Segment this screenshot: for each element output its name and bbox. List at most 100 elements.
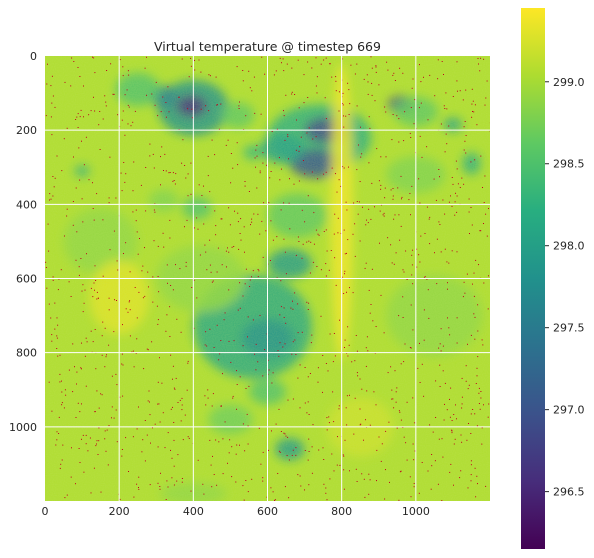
- heatmap-speckle: [167, 486, 169, 488]
- heatmap-speckle: [366, 74, 368, 76]
- heatmap-speckle: [466, 273, 468, 275]
- heatmap-speckle: [286, 63, 288, 65]
- heatmap-speckle: [302, 243, 304, 245]
- heatmap-speckle: [307, 459, 309, 461]
- heatmap-speckle: [335, 90, 337, 92]
- heatmap-speckle: [477, 356, 479, 358]
- heatmap-speckle: [166, 480, 168, 482]
- heatmap-speckle: [94, 72, 96, 74]
- colorbar-gradient: [521, 8, 545, 549]
- heatmap-speckle: [481, 427, 483, 429]
- heatmap-speckle: [124, 94, 126, 96]
- heatmap-speckle: [52, 279, 54, 281]
- heatmap-speckle: [236, 142, 238, 144]
- heatmap-speckle: [331, 453, 333, 455]
- heatmap-speckle: [290, 307, 292, 309]
- heatmap-speckle: [439, 176, 440, 178]
- heatmap-speckle: [375, 404, 377, 406]
- heatmap-speckle: [357, 213, 359, 215]
- heatmap-speckle: [325, 171, 327, 173]
- heatmap-speckle: [446, 409, 448, 411]
- heatmap-speckle: [98, 124, 100, 126]
- heatmap-speckle: [361, 388, 363, 390]
- heatmap-speckle: [147, 271, 149, 273]
- heatmap-speckle: [322, 355, 324, 356]
- heatmap-speckle: [105, 105, 107, 107]
- heatmap-speckle: [435, 380, 437, 382]
- heatmap-speckle: [95, 368, 97, 370]
- heatmap-speckle: [411, 254, 413, 256]
- heatmap-speckle: [419, 64, 420, 66]
- heatmap-speckle: [255, 369, 257, 371]
- heatmap-speckle: [276, 236, 278, 238]
- heatmap-speckle: [413, 483, 415, 484]
- heatmap-speckle: [312, 424, 314, 426]
- heatmap-speckle: [157, 381, 159, 383]
- heatmap-speckle: [285, 322, 287, 324]
- heatmap-speckle: [75, 417, 77, 418]
- heatmap-speckle: [479, 408, 481, 410]
- heatmap-speckle: [374, 100, 376, 102]
- heatmap-speckle: [125, 242, 127, 244]
- heatmap-speckle: [283, 307, 285, 309]
- heatmap-speckle: [171, 477, 173, 479]
- heatmap-speckle: [476, 375, 478, 377]
- heatmap-speckle: [473, 111, 475, 113]
- heatmap-speckle: [45, 115, 47, 117]
- heatmap-speckle: [196, 297, 198, 299]
- heatmap-speckle: [400, 175, 402, 177]
- heatmap-speckle: [471, 103, 473, 105]
- heatmap-speckle: [329, 333, 331, 335]
- heatmap-speckle: [170, 449, 171, 451]
- heatmap-speckle: [196, 217, 198, 219]
- heatmap-speckle: [138, 406, 139, 408]
- heatmap-speckle: [406, 279, 408, 280]
- heatmap-speckle: [90, 287, 92, 289]
- heatmap-speckle: [448, 327, 450, 329]
- heatmap-speckle: [209, 75, 211, 77]
- heatmap-speckle: [434, 252, 435, 254]
- heatmap-speckle: [367, 222, 369, 224]
- heatmap-speckle: [239, 282, 241, 284]
- heatmap-speckle: [338, 405, 340, 407]
- heatmap-speckle: [413, 459, 415, 461]
- heatmap-speckle: [149, 143, 151, 145]
- heatmap-speckle: [308, 414, 310, 415]
- heatmap-speckle: [359, 408, 361, 410]
- heatmap-speckle: [45, 267, 47, 268]
- heatmap-speckle: [228, 289, 230, 291]
- heatmap-speckle: [58, 416, 60, 418]
- heatmap-speckle: [459, 187, 461, 188]
- heatmap-speckle: [88, 179, 90, 181]
- heatmap-speckle: [81, 198, 83, 200]
- heatmap-speckle: [236, 370, 237, 372]
- heatmap-speckle: [374, 206, 375, 208]
- heatmap-speckle: [401, 198, 402, 200]
- heatmap-speckle: [300, 485, 302, 487]
- heatmap-speckle: [184, 414, 186, 416]
- heatmap-speckle: [390, 366, 392, 368]
- heatmap-speckle: [473, 295, 475, 297]
- heatmap-speckle: [483, 58, 485, 60]
- heatmap-speckle: [244, 181, 246, 182]
- heatmap-speckle: [371, 182, 373, 184]
- heatmap-speckle: [368, 289, 370, 291]
- heatmap-speckle: [121, 353, 123, 355]
- heatmap-speckle: [423, 309, 425, 311]
- heatmap-speckle: [470, 464, 472, 466]
- heatmap-speckle: [258, 427, 260, 429]
- heatmap-speckle: [132, 211, 134, 213]
- heatmap-speckle: [102, 219, 104, 221]
- heatmap-speckle: [173, 439, 175, 441]
- heatmap-speckle: [356, 481, 358, 482]
- heatmap-speckle: [228, 452, 230, 454]
- heatmap-speckle: [187, 108, 189, 110]
- heatmap-speckle: [173, 387, 175, 389]
- heatmap-speckle: [334, 257, 336, 259]
- heatmap-speckle: [397, 187, 399, 189]
- heatmap-speckle: [157, 323, 159, 325]
- heatmap-speckle: [284, 486, 286, 488]
- heatmap-speckle: [224, 421, 226, 423]
- heatmap-speckle: [52, 95, 54, 97]
- heatmap-speckle: [186, 389, 188, 391]
